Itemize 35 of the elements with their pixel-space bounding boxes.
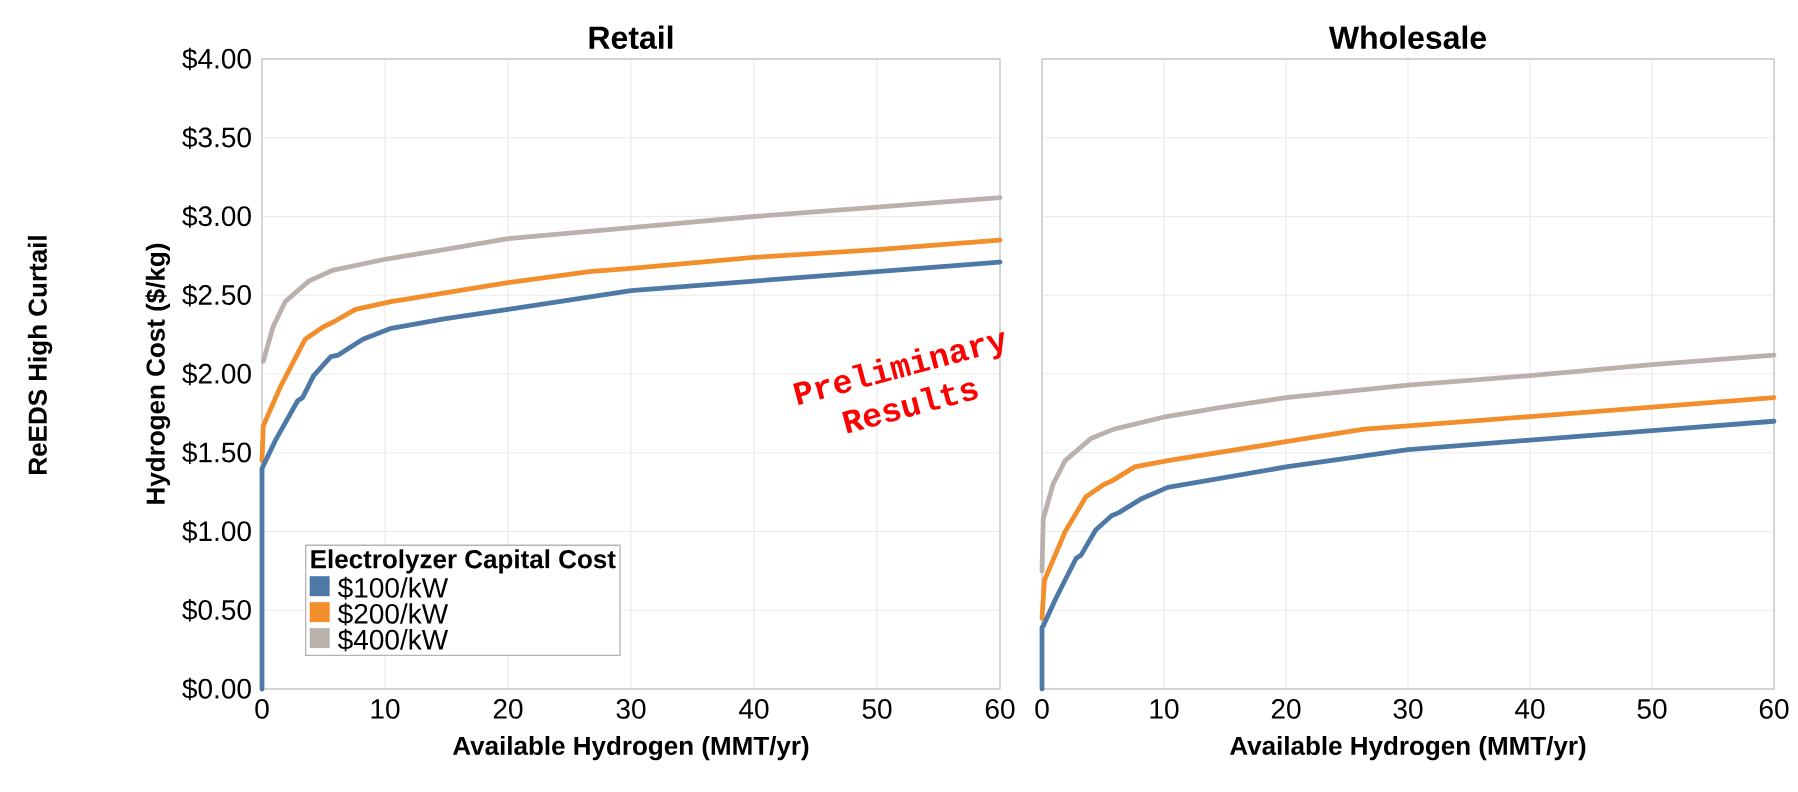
x-tick-label: 40 bbox=[739, 699, 769, 719]
x-tick-label: 30 bbox=[616, 699, 646, 719]
x-tick-label: 40 bbox=[1515, 699, 1545, 719]
legend-label: $400/kW bbox=[337, 628, 449, 652]
chart-title: Wholesale bbox=[1328, 25, 1487, 49]
legend-label: $200/kW bbox=[337, 602, 449, 626]
y-tick-label: $2.50 bbox=[182, 283, 251, 307]
y-tick-label: $1.00 bbox=[182, 520, 251, 543]
x-tick-label: 60 bbox=[1759, 699, 1789, 719]
y-tick-label: $2.00 bbox=[182, 362, 251, 386]
x-tick-label: 20 bbox=[1271, 699, 1301, 719]
y-tick-label: $0.00 bbox=[182, 677, 251, 701]
x-tick-label: 0 bbox=[1035, 699, 1049, 719]
y-axis-title: Hydrogen Cost ($/kg) bbox=[145, 243, 171, 504]
x-tick-label: 0 bbox=[255, 699, 269, 719]
y-tick-label: $3.50 bbox=[182, 126, 251, 150]
x-tick-label: 50 bbox=[1637, 699, 1667, 719]
line-series bbox=[259, 259, 1003, 692]
text: ReEDS High Curtail bbox=[27, 236, 53, 474]
x-tick-label: 50 bbox=[862, 699, 892, 719]
x-tick-label: 30 bbox=[1393, 699, 1423, 719]
x-tick-label: 20 bbox=[493, 699, 523, 719]
y-tick-label: $3.00 bbox=[182, 205, 251, 228]
y-tick-label: $4.00 bbox=[182, 47, 251, 71]
x-tick-label: 60 bbox=[985, 699, 1015, 719]
legend-title: Electrolyzer Capital Cost bbox=[311, 549, 616, 574]
x-axis-title: Available Hydrogen (MMT/yr) bbox=[452, 735, 809, 761]
legend-label: $100/kW bbox=[337, 576, 449, 600]
y-tick-label: $0.50 bbox=[182, 598, 251, 622]
chart-title: Retail bbox=[589, 25, 673, 49]
x-tick-label: 10 bbox=[1150, 699, 1179, 719]
y-tick-label: $1.50 bbox=[182, 441, 251, 465]
line-series bbox=[259, 237, 1003, 464]
x-axis-title: Available Hydrogen (MMT/yr) bbox=[1230, 735, 1586, 761]
x-tick-label: 10 bbox=[371, 699, 400, 719]
